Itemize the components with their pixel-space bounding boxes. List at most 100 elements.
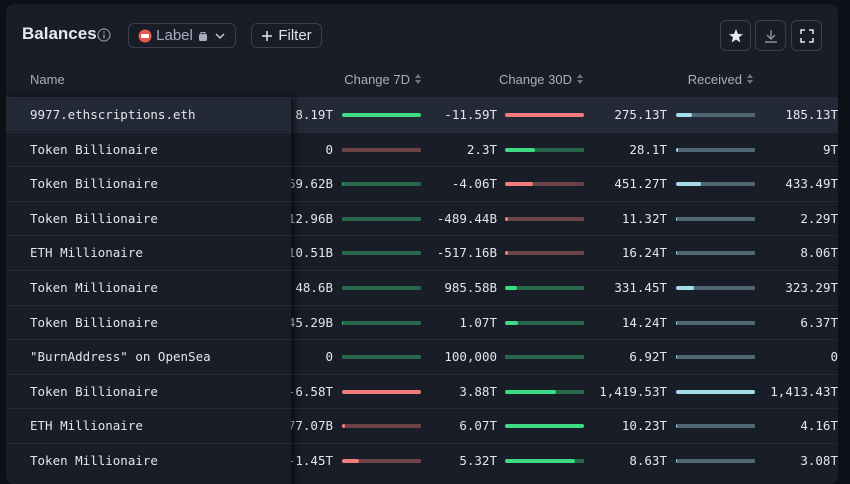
received-value: 8.63T: [629, 453, 667, 468]
table-row[interactable]: 69.62B -4.06T 451.27T 433.49T: [6, 166, 838, 201]
table-row[interactable]: 48.6B 985.58B 331.45T 323.29T: [6, 270, 838, 305]
received-bar: [676, 424, 677, 429]
change_7d-bar-track: [342, 286, 421, 290]
change_7d-bar-track: [342, 251, 421, 256]
sort-icon: [747, 74, 753, 84]
bar-track-shade: [342, 216, 421, 221]
change_30d-value: 6.07T: [459, 418, 497, 434]
change_30d-value: 100,000: [444, 349, 497, 365]
name-cell: ETH Millionaire: [6, 235, 291, 270]
received-bar: [676, 147, 678, 152]
bar-track-shade: [342, 147, 421, 152]
last-value: 9T: [822, 141, 838, 157]
change_7d-value: 0: [325, 141, 333, 157]
filter-text: Filter: [278, 27, 312, 44]
table-row[interactable]: 0 2.3T 28.1T 9T: [6, 131, 838, 167]
last-value: 8.06T: [800, 245, 838, 261]
filter-button[interactable]: Filter: [251, 23, 322, 48]
fullscreen-button[interactable]: [791, 20, 822, 51]
change_30d-bar: [505, 251, 509, 256]
table-row[interactable]: 277.07B 6.07T 10.23T 4.16T: [6, 408, 838, 443]
change_30d-value: 985.58B: [444, 280, 497, 295]
star-button[interactable]: [720, 20, 751, 51]
change_30d-value: 5.32T: [459, 453, 497, 468]
received-value: 28.1T: [629, 141, 667, 157]
received-bar-track: [676, 113, 755, 117]
name-cell: Token Billionaire: [6, 373, 291, 408]
received-value: 275.13T: [614, 107, 667, 122]
received-value: 14.24T: [621, 314, 667, 330]
table-row[interactable]: 12.96B -489.44B 11.32T 2.29T: [6, 200, 838, 236]
table-row[interactable]: -6.58T 3.88T 1,419.53T 1,413.43T: [6, 373, 838, 409]
bar-track-shade: [505, 251, 584, 256]
bag-icon: [198, 31, 207, 41]
bar-track-shade: [505, 147, 584, 152]
change_7d-bar-track: [342, 459, 421, 463]
name-cell: Token Billionaire: [6, 304, 291, 339]
table-row[interactable]: 145.29B 1.07T 14.24T 6.37T: [6, 304, 838, 340]
last-value: 323.29T: [785, 280, 838, 295]
name-cell: Token Millionaire: [6, 443, 291, 477]
last-value: 1,413.43T: [770, 383, 838, 399]
change_7d-value: 12.96B: [287, 210, 333, 226]
change_30d-value: -11.59T: [444, 107, 497, 122]
change_30d-bar-track: [505, 147, 584, 152]
label-icon: [138, 29, 152, 42]
label-text: Label: [156, 27, 193, 44]
received-value: 10.23T: [621, 418, 667, 434]
change_7d-bar-track: [342, 389, 421, 394]
received-value: 11.32T: [621, 210, 667, 226]
change_30d-value: -517.16B: [436, 245, 497, 261]
bar-track-shade: [505, 320, 584, 325]
received-bar-track: [676, 355, 755, 360]
name-cell: Token Billionaire: [6, 131, 291, 166]
change_30d-value: -489.44B: [436, 210, 497, 226]
received-bar-track: [676, 459, 755, 463]
fullscreen-icon: [799, 28, 814, 43]
received-bar: [676, 113, 692, 117]
received-bar-track: [676, 147, 755, 152]
change_7d-value: 48.6B: [295, 280, 333, 295]
received-bar-track: [676, 216, 755, 221]
change_7d-bar: [342, 320, 343, 325]
column-header-text[interactable]: Change 7D: [344, 72, 410, 87]
received-bar: [676, 355, 677, 360]
received-value: 451.27T: [614, 176, 667, 192]
label-button[interactable]: Label: [128, 23, 236, 48]
change_30d-bar-track: [505, 251, 584, 256]
change_7d-value: 8.19T: [295, 107, 333, 122]
bar-track-shade: [505, 286, 584, 290]
table-row[interactable]: -1.45T 5.32T 8.63T 3.08T: [6, 443, 838, 478]
change_30d-value: 1.07T: [459, 314, 497, 330]
change_30d-bar: [505, 459, 575, 463]
change_30d-bar-track: [505, 355, 584, 360]
bar-track-shade: [342, 424, 421, 429]
change_7d-bar-track: [342, 182, 421, 187]
table-row[interactable]: 0 100,000 6.92T 0: [6, 339, 838, 374]
table-row[interactable]: 10.51B -517.16B 16.24T 8.06T: [6, 235, 838, 270]
name-column: 9977.ethscriptions.eth Token Billionaire T…: [6, 97, 291, 484]
bar-track-shade: [676, 216, 755, 221]
download-button[interactable]: [755, 20, 786, 51]
bar-track-shade: [676, 459, 755, 463]
name-cell: ETH Millionaire: [6, 408, 291, 443]
bar-track-shade: [342, 182, 421, 187]
received-value: 6.92T: [629, 349, 667, 365]
bar-track-shade: [676, 251, 755, 256]
chevron: [215, 32, 225, 39]
bar-track-shade: [342, 320, 421, 325]
column-header-text[interactable]: Received: [687, 72, 742, 87]
change_7d-bar-track: [342, 147, 421, 152]
change_30d-bar-track: [505, 216, 584, 221]
title: Balances: [22, 24, 97, 43]
star-icon: [728, 28, 743, 42]
change_30d-bar: [505, 424, 584, 429]
info-icon[interactable]: [97, 28, 111, 42]
change_7d-value: 0: [325, 349, 333, 365]
received-bar: [676, 389, 755, 394]
column-header-text[interactable]: Change 30D: [499, 72, 572, 87]
change_7d-bar-track: [342, 355, 421, 360]
received-bar-track: [676, 424, 755, 429]
name-cell: Token Billionaire: [6, 166, 291, 201]
